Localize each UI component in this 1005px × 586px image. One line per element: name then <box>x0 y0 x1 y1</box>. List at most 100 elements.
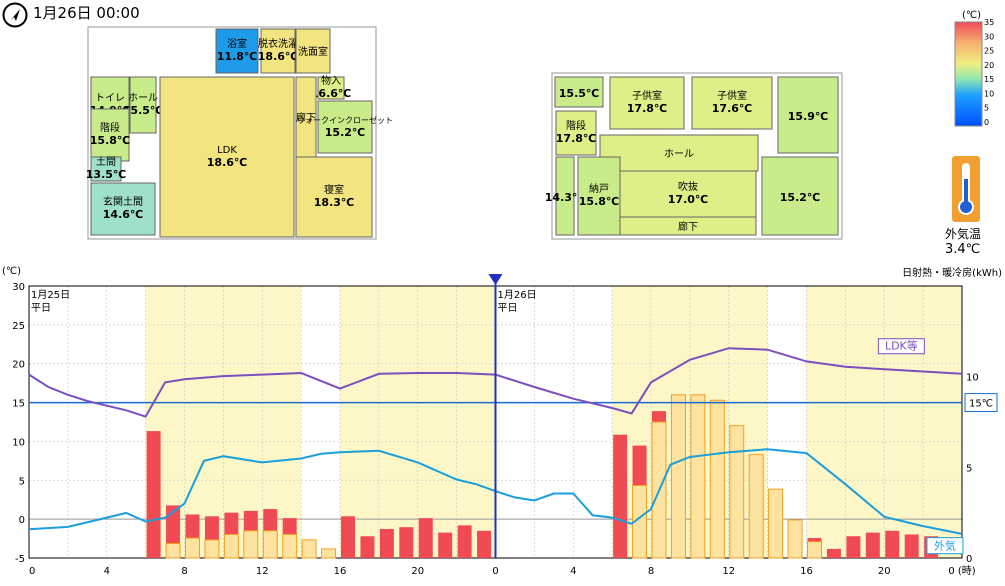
heating-bar <box>379 528 394 558</box>
solar-bar <box>165 542 181 559</box>
x-tick: 8 <box>648 566 654 577</box>
legend-tick: 35 <box>984 18 994 27</box>
solar-bar <box>729 425 745 559</box>
solar-bar <box>709 399 725 559</box>
room-temp: 13.5℃ <box>86 168 126 181</box>
solar-bar <box>670 394 686 559</box>
y-right-tick: 0 <box>966 554 972 565</box>
room-corridor1[interactable]: 廊下 <box>295 76 317 158</box>
room-corridor2[interactable]: 廊下 <box>619 216 757 236</box>
x-tick: 0 (時) <box>948 565 975 577</box>
heating-bar <box>613 434 628 558</box>
solar-bar <box>243 530 259 559</box>
room-hall2[interactable]: ホール <box>599 134 759 172</box>
x-tick: 20 <box>411 566 424 577</box>
room-name: 階段 <box>100 121 120 134</box>
room-name: 脱衣洗濯 <box>258 37 298 50</box>
series-label-box <box>926 537 964 555</box>
x-tick: 12 <box>722 566 735 577</box>
room-name: トイレ <box>95 93 125 104</box>
room-name: 子供室 <box>717 89 747 102</box>
floor-2-plan: 15.5℃ 子供室17.8℃子供室17.6℃15.9℃階段17.8℃ホール14.3… <box>545 72 843 240</box>
room-temp: 18.6℃ <box>207 156 247 169</box>
x-tick: 16 <box>800 566 813 577</box>
heating-bar <box>360 536 375 558</box>
room-temp: 17.8℃ <box>627 102 667 115</box>
room-temp: 15.5℃ <box>123 104 163 117</box>
solar-bar <box>768 488 784 559</box>
solar-bar <box>204 539 220 559</box>
solar-bar <box>321 548 337 559</box>
room-name: ウォークインクローゼット <box>297 115 393 125</box>
x-tick: 4 <box>570 566 576 577</box>
room-temp: 14.3℃ <box>545 191 585 204</box>
temperature-color-legend: (℃) 35 30 25 20 15 10 5 0 <box>953 10 1003 130</box>
solar-bar <box>748 454 764 559</box>
room-temp: 18.3℃ <box>314 196 354 209</box>
room-name: 子供室 <box>632 89 662 102</box>
room-r2a[interactable]: 15.5℃ <box>554 76 604 108</box>
navigation-icon[interactable] <box>2 2 28 28</box>
heating-bar <box>438 532 453 558</box>
heating-bar <box>341 516 355 558</box>
room-name: LDK <box>217 145 237 156</box>
room-name: ホール <box>128 92 158 104</box>
y-left-tick: 15 <box>12 399 25 410</box>
heating-bar <box>418 518 433 558</box>
y-left-tick: -5 <box>15 554 25 565</box>
room-name: 洗面室 <box>298 45 328 58</box>
heating-bar <box>865 532 880 558</box>
thermometer-icon <box>952 156 980 222</box>
room-name: 玄関土間 <box>103 195 143 208</box>
day-label-date: 1月26日 <box>498 289 537 301</box>
x-tick: 8 <box>181 566 187 577</box>
room-name: 階段 <box>566 119 586 132</box>
room-name: 浴室 <box>227 37 247 50</box>
day-label-type: 平日 <box>31 303 51 314</box>
solar-bar <box>185 537 200 559</box>
solar-bar <box>223 533 239 559</box>
current-time-marker[interactable] <box>488 274 503 285</box>
series-label-box <box>877 338 925 355</box>
legend-tick: 5 <box>984 104 989 113</box>
room-temp: 15.9℃ <box>788 110 828 123</box>
legend-tick: 25 <box>984 47 994 56</box>
day-label-date: 1月25日 <box>31 289 70 301</box>
y-right-title: 日射熱・暖冷房(kWh) <box>902 266 1002 279</box>
y-left-tick: 10 <box>12 437 25 448</box>
solar-bar <box>262 530 278 559</box>
room-r2b[interactable]: 15.9℃ <box>777 76 839 154</box>
y-left-unit: (℃) <box>2 266 21 277</box>
room-r2c[interactable]: 14.3℃ <box>545 156 585 236</box>
header: 1月26日 00:00 <box>0 0 300 30</box>
y-right-tick: 5 <box>966 463 972 474</box>
series-label-ldk: LDK等 <box>885 339 918 353</box>
heating-bar <box>457 525 472 558</box>
room-temp: 17.0℃ <box>668 193 708 206</box>
series-line-0 <box>28 347 963 418</box>
room-r2d[interactable]: 15.2℃ <box>761 156 839 236</box>
solar-bar <box>787 519 803 559</box>
heating-bar <box>826 548 841 558</box>
room-washroom[interactable]: 洗面室 <box>295 28 331 74</box>
legend-unit: (℃) <box>962 10 981 21</box>
solar-bar <box>282 533 298 559</box>
y-left-tick: 0 <box>19 515 25 526</box>
heating-bar <box>146 431 161 558</box>
room-temp: 15.2℃ <box>325 126 365 139</box>
